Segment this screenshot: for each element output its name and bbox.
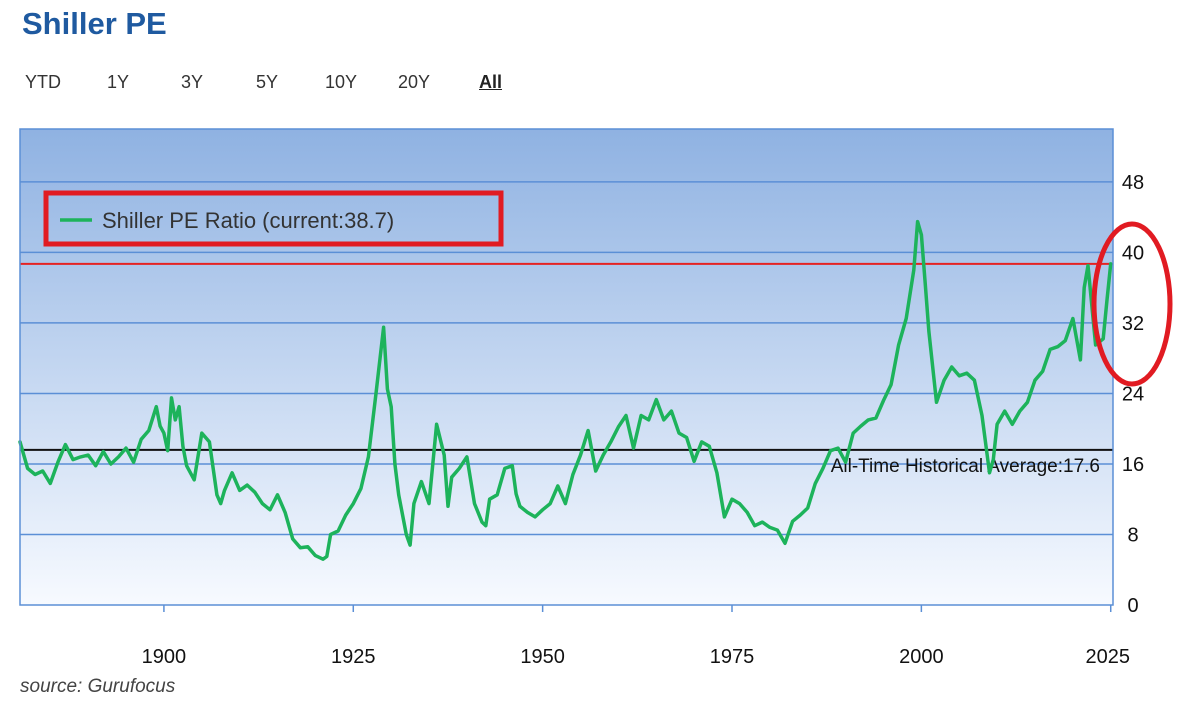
y-tick-label: 48 xyxy=(1122,172,1144,194)
grid-lines xyxy=(20,181,1113,536)
legend-label: Shiller PE Ratio (current:38.7) xyxy=(102,208,394,233)
range-all-button[interactable]: All xyxy=(479,72,503,92)
current-value-highlight-ellipse xyxy=(1091,221,1173,387)
y-tick-label: 40 xyxy=(1122,242,1144,264)
x-tick-label: 1950 xyxy=(520,646,565,668)
y-tick-label: 0 xyxy=(1127,595,1138,617)
y-tick-label: 16 xyxy=(1122,454,1144,476)
y-axis: 0 8 16 24 32 40 48 xyxy=(1122,172,1144,617)
source-note: source: Gurufocus xyxy=(20,676,176,697)
x-tick-label: 1925 xyxy=(331,646,376,668)
range-ytd-button[interactable]: YTD xyxy=(25,72,61,92)
range-20y-button[interactable]: 20Y xyxy=(398,72,431,92)
plot-border xyxy=(19,128,1114,606)
range-1y-button[interactable]: 1Y xyxy=(107,72,130,92)
y-tick-label: 24 xyxy=(1122,383,1144,405)
series-line-shiller-pe xyxy=(18,219,1113,561)
legend: Shiller PE Ratio (current:38.7) xyxy=(43,190,504,247)
range-10y-button[interactable]: 10Y xyxy=(325,72,358,92)
x-tick-label: 2000 xyxy=(899,646,944,668)
range-3y-button[interactable]: 3Y xyxy=(181,72,204,92)
range-selector: YTD 1Y 3Y 5Y 10Y 20Y All xyxy=(0,72,600,100)
x-tick-label: 2025 xyxy=(1085,646,1130,668)
y-tick-label: 8 xyxy=(1127,524,1138,546)
x-axis: 1900 1925 1950 1975 2000 2025 xyxy=(142,605,1130,668)
x-tick-label: 1900 xyxy=(142,646,187,668)
y-tick-label: 32 xyxy=(1122,313,1144,335)
page-title: Shiller PE xyxy=(22,6,167,41)
range-5y-button[interactable]: 5Y xyxy=(256,72,279,92)
legend-highlight-box xyxy=(43,190,504,247)
historical-average-label: All-Time Historical Average:17.6 xyxy=(831,456,1100,477)
plot-area xyxy=(20,129,1113,605)
x-tick-label: 1975 xyxy=(710,646,755,668)
